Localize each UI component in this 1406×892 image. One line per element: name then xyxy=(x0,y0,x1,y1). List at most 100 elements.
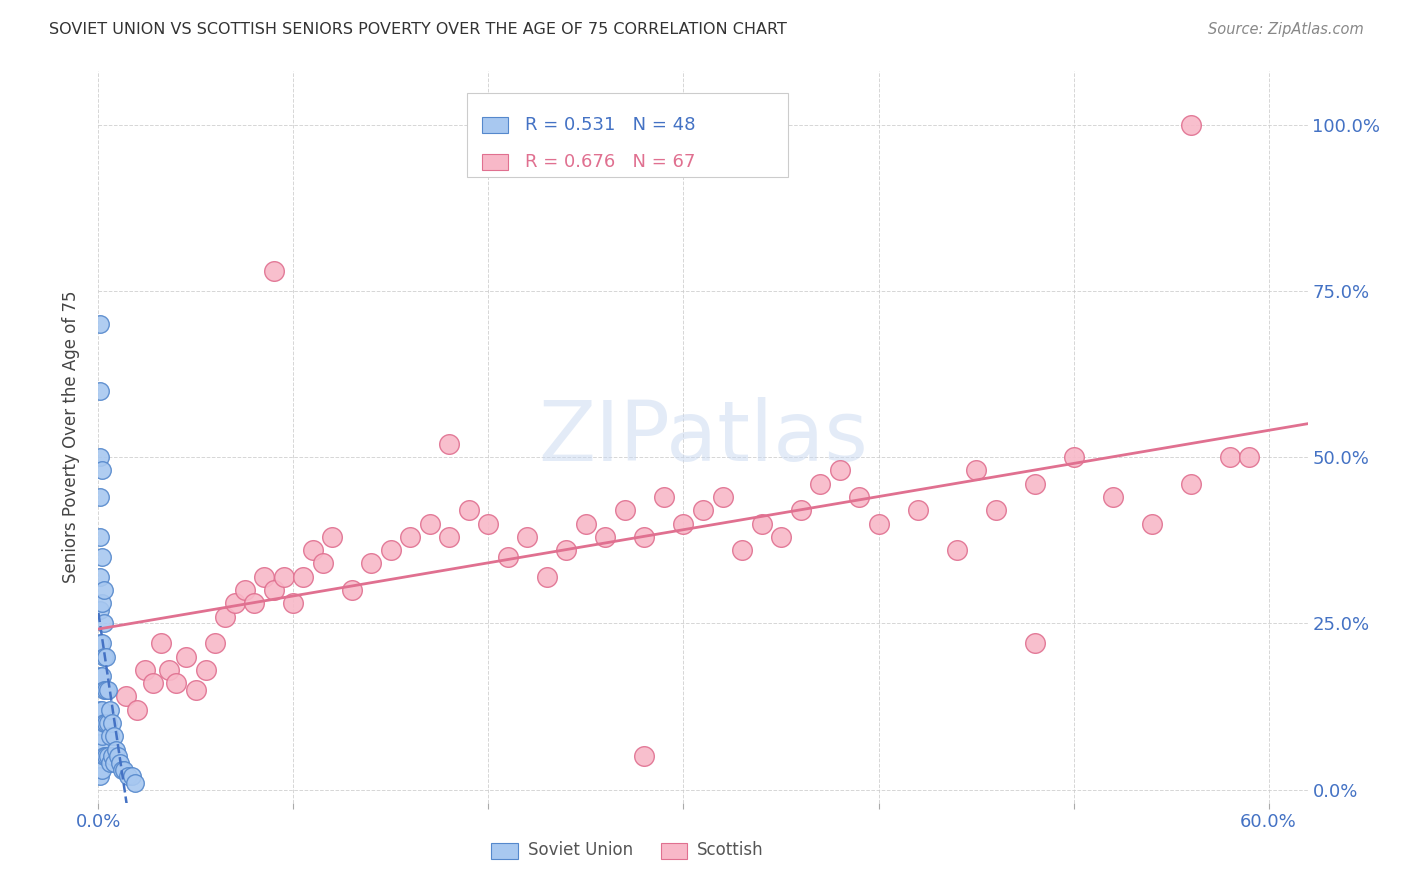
Point xyxy=(263,264,285,278)
Point xyxy=(91,463,114,477)
Point xyxy=(89,450,111,464)
Point xyxy=(692,503,714,517)
Point xyxy=(93,616,115,631)
Text: R = 0.676   N = 67: R = 0.676 N = 67 xyxy=(526,153,696,171)
Point xyxy=(89,317,111,331)
Point xyxy=(477,516,499,531)
Point xyxy=(907,503,929,517)
Point xyxy=(496,549,519,564)
Point xyxy=(194,663,217,677)
Point xyxy=(633,530,655,544)
Point xyxy=(111,763,134,777)
Point xyxy=(89,384,111,398)
Point xyxy=(273,570,295,584)
Point xyxy=(93,716,115,731)
Point xyxy=(97,749,120,764)
Point xyxy=(575,516,598,531)
Point xyxy=(253,570,276,584)
Point xyxy=(1180,118,1202,132)
Point xyxy=(828,463,851,477)
Point xyxy=(96,649,118,664)
Point xyxy=(312,557,335,571)
Point xyxy=(91,703,114,717)
Point xyxy=(114,690,136,704)
Point xyxy=(89,736,111,750)
Point xyxy=(112,763,135,777)
Point xyxy=(984,503,1007,517)
Point xyxy=(751,516,773,531)
Point xyxy=(97,716,120,731)
Point xyxy=(104,742,127,756)
Point xyxy=(399,530,422,544)
FancyBboxPatch shape xyxy=(492,843,517,859)
Point xyxy=(89,570,111,584)
Point xyxy=(243,596,266,610)
Point xyxy=(516,530,538,544)
Point xyxy=(108,756,131,770)
Point xyxy=(360,557,382,571)
Text: R = 0.531   N = 48: R = 0.531 N = 48 xyxy=(526,116,696,135)
Point xyxy=(614,503,637,517)
Point xyxy=(652,490,675,504)
Point xyxy=(174,649,197,664)
Point xyxy=(89,603,111,617)
Point xyxy=(127,703,149,717)
Point xyxy=(142,676,165,690)
Point xyxy=(224,596,246,610)
Text: Soviet Union: Soviet Union xyxy=(527,841,633,859)
Point xyxy=(91,596,114,610)
Point xyxy=(1237,450,1260,464)
Point xyxy=(1063,450,1085,464)
Point xyxy=(965,463,987,477)
Point xyxy=(89,530,111,544)
Text: Source: ZipAtlas.com: Source: ZipAtlas.com xyxy=(1208,22,1364,37)
FancyBboxPatch shape xyxy=(661,843,688,859)
Point xyxy=(157,663,180,677)
Point xyxy=(165,676,187,690)
Point xyxy=(302,543,325,558)
Text: ZIPatlas: ZIPatlas xyxy=(538,397,868,477)
Point xyxy=(98,729,121,743)
Point xyxy=(91,669,114,683)
Point xyxy=(536,570,558,584)
Point xyxy=(124,776,146,790)
Point xyxy=(91,636,114,650)
Point xyxy=(89,703,111,717)
Point xyxy=(868,516,890,531)
Point xyxy=(1219,450,1241,464)
Point xyxy=(769,530,792,544)
Point xyxy=(945,543,967,558)
Point xyxy=(89,669,111,683)
Point xyxy=(89,636,111,650)
Point xyxy=(91,729,114,743)
Point xyxy=(1180,476,1202,491)
Point xyxy=(808,476,831,491)
Point xyxy=(555,543,578,558)
Point xyxy=(1101,490,1123,504)
Point xyxy=(117,769,139,783)
Point xyxy=(103,729,125,743)
Point xyxy=(89,769,111,783)
Point xyxy=(340,582,363,597)
Point xyxy=(101,716,124,731)
Point xyxy=(672,516,695,531)
Point xyxy=(96,682,118,697)
Point xyxy=(97,682,120,697)
Point xyxy=(1024,636,1046,650)
Point xyxy=(419,516,441,531)
FancyBboxPatch shape xyxy=(482,117,509,133)
Point xyxy=(439,436,461,450)
Point xyxy=(789,503,811,517)
Point xyxy=(292,570,315,584)
Point xyxy=(107,749,129,764)
Point xyxy=(93,749,115,764)
Y-axis label: Seniors Poverty Over the Age of 75: Seniors Poverty Over the Age of 75 xyxy=(62,291,80,583)
Point xyxy=(96,716,118,731)
Point xyxy=(439,530,461,544)
Point xyxy=(121,769,143,783)
Point xyxy=(103,756,125,770)
FancyBboxPatch shape xyxy=(482,154,509,170)
Point xyxy=(93,582,115,597)
FancyBboxPatch shape xyxy=(467,94,787,178)
Point xyxy=(1024,476,1046,491)
